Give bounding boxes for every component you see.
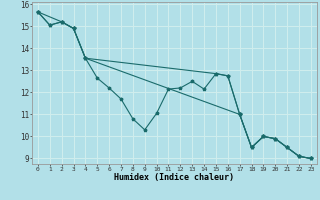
X-axis label: Humidex (Indice chaleur): Humidex (Indice chaleur)	[115, 173, 234, 182]
